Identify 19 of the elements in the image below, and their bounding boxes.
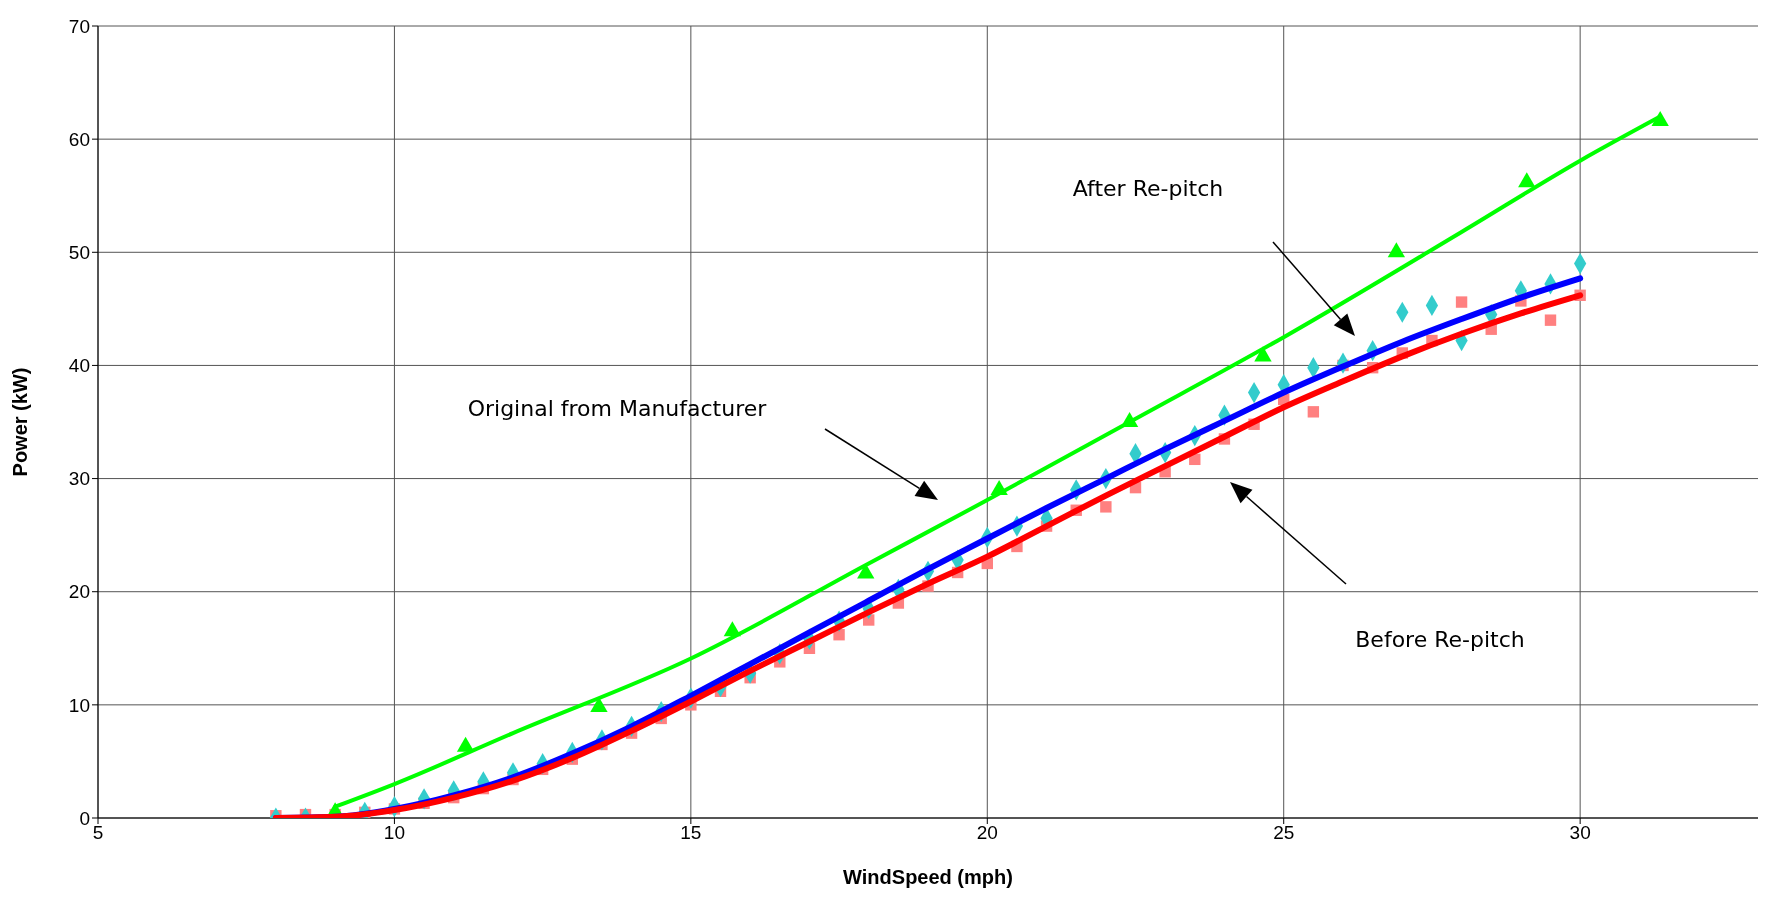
y-tick-label: 50 (68, 242, 90, 264)
y-tick-label: 60 (68, 128, 90, 150)
y-tick-label: 20 (68, 581, 90, 603)
y-axis-title: Power (kW) (9, 367, 32, 477)
x-tick-label: 10 (383, 822, 405, 844)
y-tick-label: 0 (79, 807, 90, 829)
annotation: Original from Manufacturer (467, 396, 768, 421)
x-tick-label: 5 (92, 822, 104, 844)
x-tick-label: 20 (976, 822, 998, 844)
annotation: After Re-pitch (1072, 176, 1224, 201)
y-tick-label: 70 (68, 15, 90, 37)
x-axis-title: WindSpeed (mph) (843, 866, 1013, 888)
x-tick-label: 15 (680, 822, 702, 844)
y-tick-label: 40 (68, 355, 90, 377)
y-tick-label: 10 (68, 694, 90, 716)
x-tick-label: 30 (1569, 822, 1591, 844)
x-tick-label: 25 (1273, 822, 1295, 844)
y-tick-label: 30 (68, 468, 90, 490)
annotation: Before Re-pitch (1355, 627, 1525, 652)
